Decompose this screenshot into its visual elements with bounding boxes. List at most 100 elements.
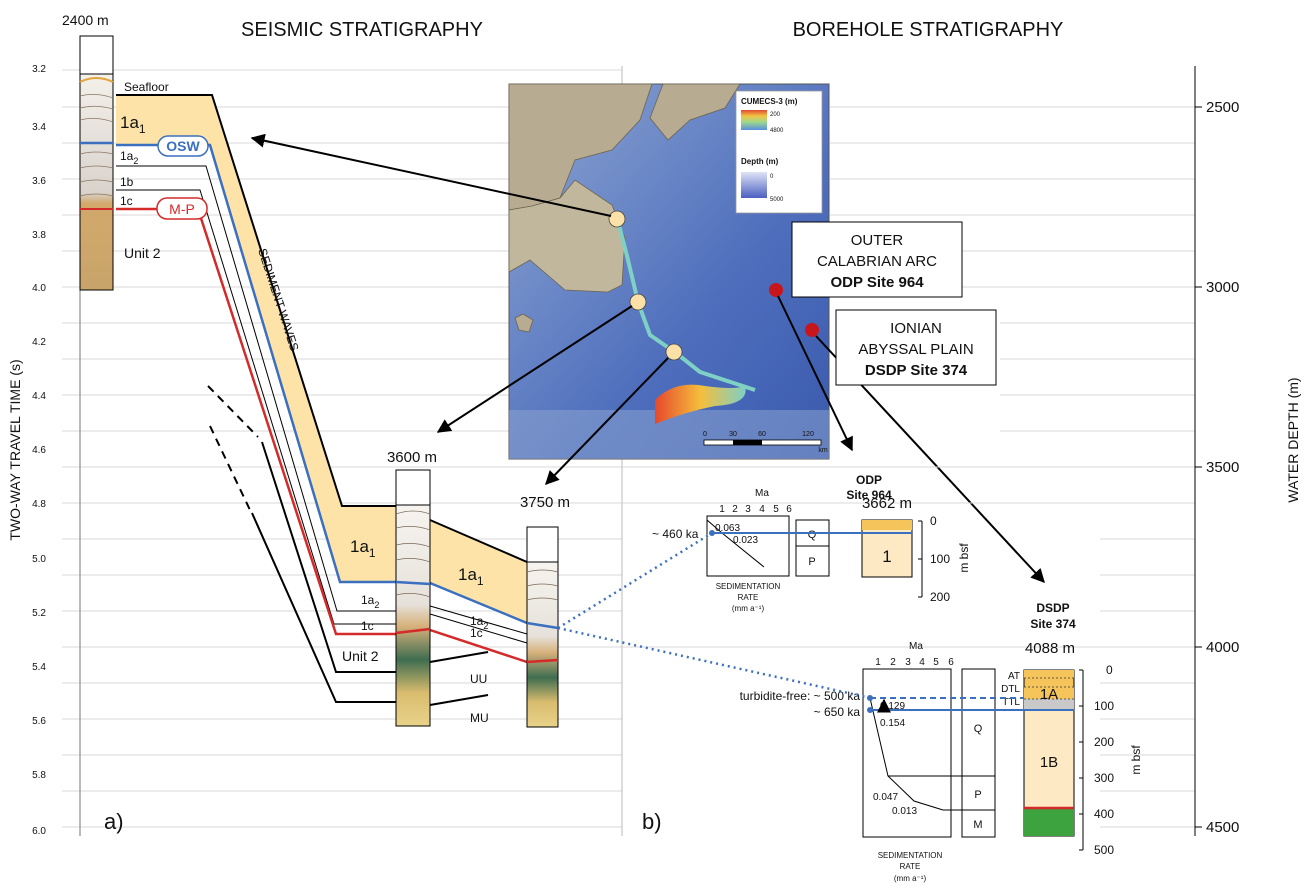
ma-label: Ma — [909, 641, 923, 652]
depth-3600: 3600 m — [387, 449, 437, 466]
legend-title-depth: Depth (m) — [741, 157, 779, 166]
tick-label: 4.2 — [32, 337, 46, 348]
dsdp-layer-dtl — [1024, 687, 1074, 699]
dsdp-q: Q — [974, 723, 983, 735]
map-land-malta — [514, 313, 534, 333]
svg-text:5: 5 — [773, 504, 779, 515]
odp-callout-line: CALABRIAN ARC — [817, 253, 937, 270]
svg-text:100: 100 — [930, 552, 950, 566]
unit1-band-right — [430, 520, 527, 623]
arrow-to-2400 — [250, 133, 612, 217]
odp-sedrate-box — [706, 515, 790, 577]
osw-line-3750 — [526, 621, 559, 630]
tick-label: 3.8 — [32, 230, 46, 241]
map-land-calabria — [649, 83, 741, 141]
svg-text:3: 3 — [745, 504, 751, 515]
svg-text:0: 0 — [1106, 663, 1113, 677]
left-title: SEISMIC STRATIGRAPHY — [241, 19, 483, 41]
unit-1c-mid-label: 1c — [361, 619, 374, 633]
horizon-right-1 — [429, 605, 528, 635]
dsdp-sedrate-box — [862, 668, 952, 838]
osw-badge — [157, 135, 209, 157]
dsdp-layer-at — [1024, 670, 1074, 678]
unit2-label: Unit 2 — [124, 245, 161, 261]
site-marker[interactable] — [629, 293, 647, 311]
legend-value: 4800 — [770, 128, 784, 134]
mp-line-3600 — [395, 627, 431, 635]
svg-text:DTL: DTL — [1001, 684, 1020, 695]
svg-text:0: 0 — [930, 514, 937, 528]
svg-text:30: 30 — [729, 431, 737, 438]
svg-text:2: 2 — [732, 504, 738, 515]
dsdp-label: DSDP — [1036, 601, 1069, 615]
mu-tick — [429, 694, 489, 706]
map-inset: CUMECS-3 (m) 200 4800 Depth (m) 0 5000 0… — [508, 83, 830, 460]
tick-label: 3.6 — [32, 176, 46, 187]
osw-label: OSW — [166, 138, 200, 154]
tick-label: 4.0 — [32, 283, 46, 294]
panel-b: BOREHOLE STRATIGRAPHY — [557, 19, 1301, 883]
svg-text:4: 4 — [919, 657, 925, 668]
arrow-to-3750 — [545, 357, 669, 486]
panel-a-label: a) — [104, 809, 124, 834]
tick-label: 5.8 — [32, 770, 46, 781]
site-marker[interactable] — [665, 343, 683, 361]
horizon-right-2 — [429, 613, 528, 644]
uu-tick — [429, 651, 489, 663]
site-marker[interactable] — [608, 210, 626, 228]
odp-unit: 1 — [882, 547, 891, 566]
panel-b-label: b) — [642, 809, 662, 834]
dsdp-layer-labels: AT DTL TTL — [1001, 671, 1020, 708]
tick-label: 3.2 — [32, 64, 46, 75]
dsdp-callout-line: IONIAN — [890, 320, 942, 337]
dsdp-1b: 1B — [1040, 754, 1058, 771]
dashed-horizon-2 — [209, 425, 251, 511]
horizon-uu — [261, 441, 396, 673]
odp-age: ~ 460 ka — [652, 527, 699, 541]
arrow-to-odp — [777, 295, 853, 452]
tick-label: 5.6 — [32, 716, 46, 727]
dsdp-sedrate-curve — [869, 697, 944, 811]
tick-label: 4500 — [1206, 819, 1239, 836]
dsdp-mbsf-ticks — [1079, 669, 1083, 851]
dsdp-site-marker[interactable] — [805, 323, 819, 337]
dsdp-rate: 0.154 — [880, 718, 905, 729]
odp-site-marker[interactable] — [769, 283, 783, 297]
dsdp-dot — [867, 707, 873, 713]
seafloor-label: Seafloor — [124, 80, 169, 94]
unit1-band — [116, 95, 396, 582]
tick-label: 5.4 — [32, 662, 46, 673]
scale-bar-segment — [733, 440, 762, 445]
svg-text:6: 6 — [786, 504, 792, 515]
mp-line-3750 — [526, 658, 559, 664]
dsdp-depth: 4088 m — [1025, 640, 1075, 657]
tick-label: 6.0 — [32, 826, 46, 837]
dsdp-rate: 0.047 — [873, 792, 898, 803]
svg-text:(mm a⁻¹): (mm a⁻¹) — [894, 874, 927, 883]
tick-label: 4.8 — [32, 499, 46, 510]
seismic-reflectors-2400 — [79, 77, 114, 197]
odp-label: Site 964 — [846, 488, 892, 502]
odp-rate: 0.063 — [715, 523, 740, 534]
seismic-reflectors-3750 — [526, 569, 559, 601]
dsdp-callout — [835, 309, 997, 386]
legend-swatch-depth — [741, 172, 767, 198]
svg-text:SEDIMENTATION: SEDIMENTATION — [878, 851, 943, 860]
dsdp-q-box — [961, 668, 996, 777]
dsdp-callout-line: DSDP Site 374 — [865, 362, 968, 379]
right-gridlines — [622, 106, 1195, 828]
seismic-reflectors-3600 — [395, 510, 431, 598]
unit-1c-label: 1c — [120, 194, 133, 208]
svg-text:60: 60 — [758, 431, 766, 438]
depth-3750: 3750 m — [520, 494, 570, 511]
uu-label: UU — [470, 672, 487, 686]
legend-value: 200 — [770, 112, 781, 118]
dsdp-ma-ticks: 1 2 3 4 5 6 — [875, 657, 954, 668]
right-title: BOREHOLE STRATIGRAPHY — [793, 19, 1064, 41]
svg-text:400: 400 — [1094, 807, 1114, 821]
tick-label: 3000 — [1206, 279, 1239, 296]
dsdp-core-green — [1024, 808, 1074, 836]
dsdp-mbsf-labels: 0 100 200 300 400 500 — [1094, 663, 1114, 857]
svg-text:100: 100 — [1094, 699, 1114, 713]
